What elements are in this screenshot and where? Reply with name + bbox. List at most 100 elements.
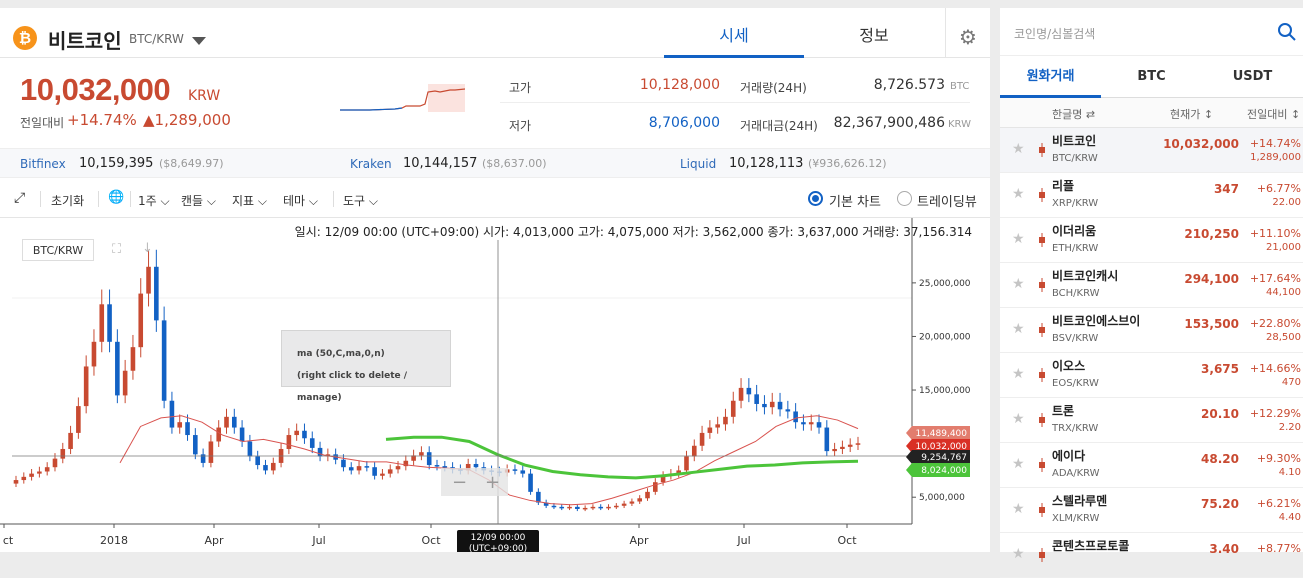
candle-body	[840, 446, 845, 449]
candle-body	[270, 462, 276, 471]
chevron-down-icon: ⌵	[308, 194, 319, 208]
basic-chart-label[interactable]: 기본 차트	[829, 195, 881, 210]
candle-body	[512, 469, 518, 471]
coin-price: 75.20	[1201, 497, 1239, 511]
x-tick-label: 2018	[100, 534, 128, 547]
coin-change-rate: +14.66%	[1249, 362, 1301, 375]
candle-body	[154, 266, 159, 321]
search-input[interactable]: 코인명/심볼검색	[1014, 27, 1096, 41]
tools-dropdown[interactable]: 도구 ⌵	[343, 192, 378, 209]
candle-body	[208, 441, 214, 463]
coin-name: 이더리움	[1052, 224, 1097, 238]
divider	[500, 102, 970, 103]
coin-row[interactable]: ★ 비트코인에스브이 BSV/KRW 153,500 +22.80% 28,500	[1000, 308, 1303, 353]
sort-name[interactable]: 한글명 ⇄	[1052, 108, 1096, 121]
candle-body	[411, 455, 416, 461]
candle-icon	[1039, 548, 1045, 562]
star-icon[interactable]: ★	[1012, 456, 1025, 472]
reset-button[interactable]: 초기화	[51, 194, 85, 208]
theme-dropdown[interactable]: 테마 ⌵	[283, 192, 318, 209]
coin-change-amount: 21,000	[1266, 242, 1301, 253]
coin-row[interactable]: ★ 비트코인 BTC/KRW 10,032,000 +14.74% 1,289,000	[1000, 128, 1303, 173]
tab-btc[interactable]: BTC	[1137, 69, 1166, 84]
candle-body	[372, 467, 377, 476]
candle-body	[660, 475, 666, 483]
tooltip-hint: (right click to delete / manage)	[297, 371, 408, 403]
coin-row[interactable]: ★ 비트코인캐시 BCH/KRW 294,100 +17.64% 44,100	[1000, 263, 1303, 308]
tab-krw[interactable]: 원화거래	[1000, 58, 1101, 98]
star-icon[interactable]: ★	[1012, 501, 1025, 517]
star-icon[interactable]: ★	[1012, 366, 1025, 382]
candle-body	[684, 456, 689, 471]
candle-body	[356, 466, 362, 471]
search-bar[interactable]: 코인명/심볼검색	[1000, 8, 1303, 56]
candle-body	[777, 401, 783, 410]
star-icon[interactable]: ★	[1012, 141, 1025, 157]
sort-change[interactable]: 전일대비 ↕	[1247, 108, 1301, 121]
coin-row[interactable]: ★ 콘텐츠프로토콜 3.40 +8.77%	[1000, 533, 1303, 578]
arrow-down-icon[interactable]: ↓	[142, 241, 153, 256]
tab-usdt[interactable]: USDT	[1232, 69, 1273, 84]
expand-icon[interactable]: ⤢	[14, 190, 26, 206]
candle-body	[76, 406, 81, 433]
coin-row[interactable]: ★ 스텔라루멘 XLM/KRW 75.20 +6.21% 4.40	[1000, 488, 1303, 533]
tradingview-radio[interactable]	[897, 191, 912, 206]
coin-row[interactable]: ★ 트론 TRX/KRW 20.10 +12.29% 2.20	[1000, 398, 1303, 443]
candle-body	[294, 430, 299, 436]
coin-pair: EOS/KRW	[1052, 378, 1099, 389]
tab-info[interactable]: 정보	[859, 26, 889, 45]
star-icon[interactable]: ★	[1012, 186, 1025, 202]
exchange-name: Liquid	[680, 157, 717, 171]
candle-body	[723, 416, 728, 425]
chart-type-label: 캔들	[181, 194, 204, 208]
candle-body	[21, 476, 27, 481]
last-price-tag: 10,032,000	[915, 442, 967, 452]
candle-body	[676, 470, 681, 474]
candle-body	[99, 304, 105, 342]
change-rate: +14.74%	[67, 111, 137, 129]
gear-icon[interactable]: ⚙	[945, 8, 990, 58]
indicator-dropdown[interactable]: 지표 ⌵	[232, 192, 267, 209]
candle-body	[824, 427, 830, 452]
candle-body	[645, 491, 650, 499]
period-dropdown[interactable]: 1주 ⌵	[138, 192, 170, 209]
candle-body	[387, 469, 393, 474]
coin-row[interactable]: ★ 리플 XRP/KRW 347 +6.77% 22.00	[1000, 173, 1303, 218]
candle-body	[60, 448, 66, 459]
coin-pair: TRX/KRW	[1052, 423, 1099, 434]
coin-row[interactable]: ★ 에이다 ADA/KRW 48.20 +9.30% 4.10	[1000, 443, 1303, 488]
sort-price[interactable]: 현재가 ↕	[1170, 108, 1214, 121]
candle-body	[785, 409, 791, 412]
coin-row[interactable]: ★ 이오스 EOS/KRW 3,675 +14.66% 470	[1000, 353, 1303, 398]
chevron-down-icon[interactable]	[192, 37, 206, 45]
fullscreen-icon[interactable]: ⛶	[112, 242, 122, 257]
candlestick-chart[interactable]: 5,000,00010,000,00015,000,00020,000,0002…	[0, 218, 990, 552]
globe-icon[interactable]: 🌐	[108, 190, 125, 205]
coin-name: 트론	[1052, 404, 1075, 418]
chevron-down-icon: ⌵	[368, 194, 379, 208]
tradingview-label[interactable]: 트레이딩뷰	[917, 195, 977, 210]
tab-quote[interactable]: 시세	[664, 8, 804, 58]
candle-body	[691, 445, 697, 457]
candle-body	[699, 432, 705, 446]
x-tick-label: Jul	[311, 534, 325, 547]
coin-name: 에이다	[1052, 449, 1086, 463]
star-icon[interactable]: ★	[1012, 231, 1025, 247]
coin-row[interactable]: ★ 이더리움 ETH/KRW 210,250 +11.10% 21,000	[1000, 218, 1303, 263]
candle-body	[715, 424, 720, 428]
candle-body	[122, 370, 128, 396]
basic-chart-radio[interactable]	[808, 191, 823, 206]
candle-body	[130, 347, 136, 371]
star-icon[interactable]: ★	[1012, 321, 1025, 337]
candle-body	[37, 471, 42, 474]
star-icon[interactable]: ★	[1012, 411, 1025, 427]
candle-body	[286, 435, 292, 449]
search-icon[interactable]	[1277, 22, 1297, 42]
star-icon[interactable]: ★	[1012, 276, 1025, 292]
candle-body	[177, 422, 183, 428]
candle-body	[769, 401, 775, 408]
coin-price: 347	[1213, 182, 1239, 196]
candle-body	[309, 438, 315, 448]
chart-type-dropdown[interactable]: 캔들 ⌵	[181, 192, 216, 209]
star-icon[interactable]: ★	[1012, 546, 1025, 562]
